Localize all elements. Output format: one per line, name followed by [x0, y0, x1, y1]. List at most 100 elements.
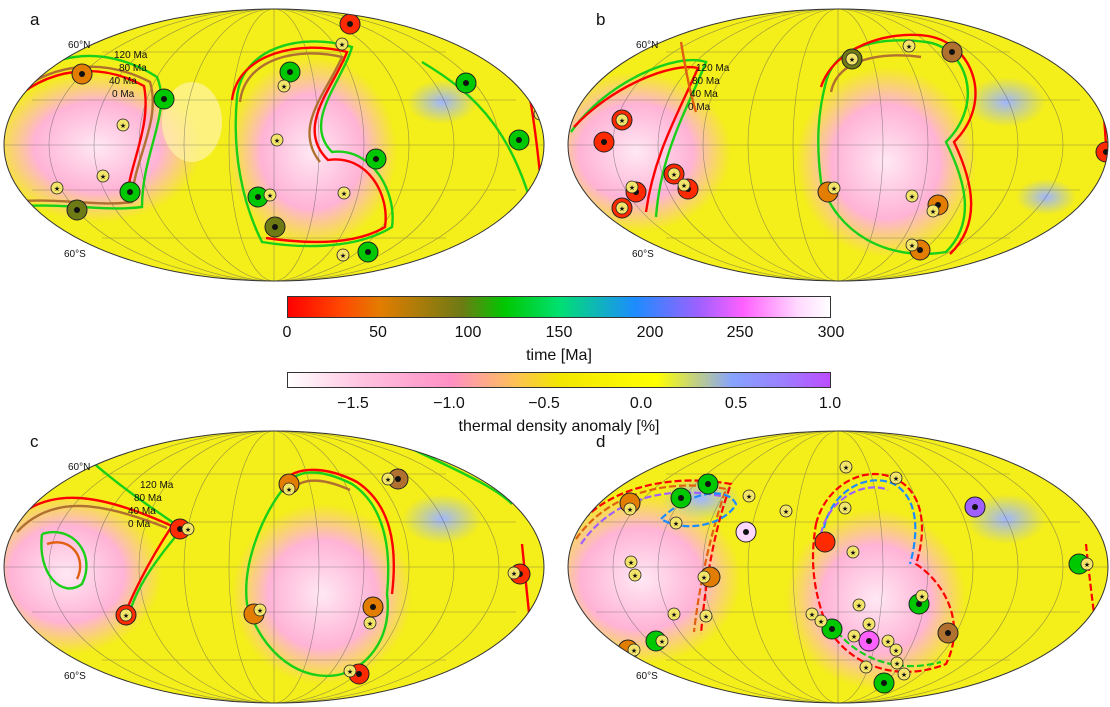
svg-text:★: ★ — [809, 611, 815, 619]
density-colorbar-title: thermal density anomaly [%] — [458, 418, 660, 435]
svg-text:★: ★ — [901, 671, 907, 679]
svg-text:★: ★ — [54, 185, 60, 193]
svg-text:★: ★ — [856, 602, 862, 610]
age-labels: 120 Ma 80 Ma 40 Ma 0 Ma — [109, 49, 147, 101]
svg-text:★: ★ — [347, 668, 353, 676]
time-tick: 100 — [454, 324, 482, 341]
svg-text:★: ★ — [257, 607, 263, 615]
age-label-40: 40 Ma — [109, 76, 137, 87]
svg-text:★: ★ — [627, 506, 633, 514]
map-panel-b: ★ ★ ★ ★ ★ ★ ★ ★ ★ ★ ★ b 60°N 60°S 120 Ma 80 Ma … — [566, 2, 1110, 282]
svg-text:★: ★ — [629, 184, 635, 192]
latitude-label-north: 60°N — [68, 40, 91, 51]
svg-text:★: ★ — [123, 612, 129, 620]
svg-text:★: ★ — [842, 505, 848, 513]
svg-text:★: ★ — [703, 613, 709, 621]
time-colorbar — [287, 296, 831, 318]
time-tick: 0 — [282, 324, 292, 341]
age-label-0: 0 Ma — [688, 102, 711, 113]
svg-text:★: ★ — [671, 171, 677, 179]
svg-text:★: ★ — [849, 56, 855, 64]
latitude-label-south: 60°S — [632, 249, 654, 260]
svg-text:★: ★ — [850, 549, 856, 557]
age-label-0: 0 Ma — [112, 89, 135, 100]
time-tick: 50 — [369, 324, 387, 341]
time-tick: 200 — [636, 324, 664, 341]
density-tick: 0.0 — [629, 395, 653, 412]
latitude-label-south: 60°S — [64, 249, 86, 260]
svg-text:★: ★ — [894, 660, 900, 668]
svg-text:★: ★ — [906, 43, 912, 51]
svg-text:★: ★ — [701, 574, 707, 582]
svg-text:★: ★ — [919, 593, 925, 601]
svg-text:★: ★ — [267, 192, 273, 200]
svg-text:★: ★ — [185, 526, 191, 534]
svg-text:★: ★ — [511, 570, 517, 578]
age-label-120: 120 Ma — [696, 63, 730, 74]
map-panel-d: ★ ★ ★ ★ ★ ★ ★ ★ ★ ★ ★ ★ ★ ★ ★ ★ ★ ★ ★ ★ ★ ★ ★ ★ ★ ★ ★ d 60… — [566, 424, 1110, 704]
svg-text:★: ★ — [286, 486, 292, 494]
svg-text:★: ★ — [783, 508, 789, 516]
svg-text:★: ★ — [274, 137, 280, 145]
age-label-80: 80 Ma — [692, 76, 720, 87]
age-label-80: 80 Ma — [134, 493, 162, 504]
svg-text:★: ★ — [673, 520, 679, 528]
svg-text:★: ★ — [100, 173, 106, 181]
age-labels: 120 Ma 80 Ma 40 Ma 0 Ma — [688, 62, 730, 114]
svg-text:★: ★ — [671, 611, 677, 619]
map-panel-a: ★ ★ ★ ★ ★ ★ ★ ★ ★ ★ a 60°N 60°S 120 Ma 80 Ma 4… — [2, 2, 547, 282]
svg-text:★: ★ — [818, 618, 824, 626]
panel-label-a: a — [30, 10, 40, 29]
svg-text:★: ★ — [893, 647, 899, 655]
svg-text:★: ★ — [909, 193, 915, 201]
svg-text:★: ★ — [893, 475, 899, 483]
svg-text:★: ★ — [341, 190, 347, 198]
time-tick: 250 — [726, 324, 754, 341]
mollweide-map-b: ★ ★ ★ ★ ★ ★ ★ ★ ★ ★ ★ — [567, 8, 1109, 282]
svg-text:★: ★ — [831, 185, 837, 193]
svg-text:★: ★ — [746, 493, 752, 501]
density-colorbar — [287, 372, 831, 388]
latitude-label-south: 60°S — [636, 671, 658, 682]
svg-text:★: ★ — [930, 208, 936, 216]
latitude-label-north: 60°N — [68, 462, 91, 473]
svg-text:★: ★ — [885, 638, 891, 646]
age-label-120: 120 Ma — [140, 480, 174, 491]
svg-text:★: ★ — [619, 117, 625, 125]
age-labels: 120 Ma 80 Ma 40 Ma 0 Ma — [128, 479, 174, 531]
svg-text:★: ★ — [631, 647, 637, 655]
svg-text:★: ★ — [632, 572, 638, 580]
svg-text:★: ★ — [659, 638, 665, 646]
density-tick: 0.5 — [724, 395, 748, 412]
svg-text:★: ★ — [120, 122, 126, 130]
density-tick: −0.5 — [528, 395, 560, 412]
time-tick: 300 — [817, 324, 845, 341]
density-tick: −1.5 — [337, 395, 369, 412]
svg-text:★: ★ — [843, 464, 849, 472]
svg-text:★: ★ — [385, 476, 391, 484]
panel-label-d: d — [596, 432, 606, 451]
svg-text:★: ★ — [628, 559, 634, 567]
svg-text:★: ★ — [340, 252, 346, 260]
svg-text:★: ★ — [339, 41, 345, 49]
time-tick: 150 — [545, 324, 573, 341]
mollweide-map-a: ★★★ ★★★ ★ ★★ ★ — [3, 8, 545, 282]
svg-text:★: ★ — [681, 182, 687, 190]
mollweide-map-d: ★ ★ ★ ★ ★ ★ ★ ★ ★ ★ ★ ★ ★ ★ ★ ★ ★ ★ ★ ★ ★ ★ ★ ★ ★ ★ ★ — [567, 430, 1109, 704]
map-panel-c: ★ ★ ★ ★ ★ ★ ★ ★ c 60°N 60°S 120 Ma 80 Ma 40 M… — [2, 424, 547, 704]
density-tick: 1.0 — [818, 395, 842, 412]
time-colorbar-title: time [Ma] — [526, 347, 592, 364]
panel-label-b: b — [596, 10, 606, 29]
age-label-40: 40 Ma — [128, 506, 156, 517]
svg-text:★: ★ — [909, 242, 915, 250]
age-label-80: 80 Ma — [119, 63, 147, 74]
svg-text:★: ★ — [1084, 561, 1090, 569]
age-label-0: 0 Ma — [128, 519, 151, 530]
latitude-label-north: 60°N — [636, 40, 659, 51]
svg-text:★: ★ — [619, 205, 625, 213]
latitude-label-south: 60°S — [64, 671, 86, 682]
svg-text:★: ★ — [863, 664, 869, 672]
mollweide-map-c: ★ ★ ★ ★ ★ ★ ★ ★ — [3, 430, 545, 704]
svg-text:★: ★ — [866, 621, 872, 629]
density-tick: −1.0 — [433, 395, 465, 412]
